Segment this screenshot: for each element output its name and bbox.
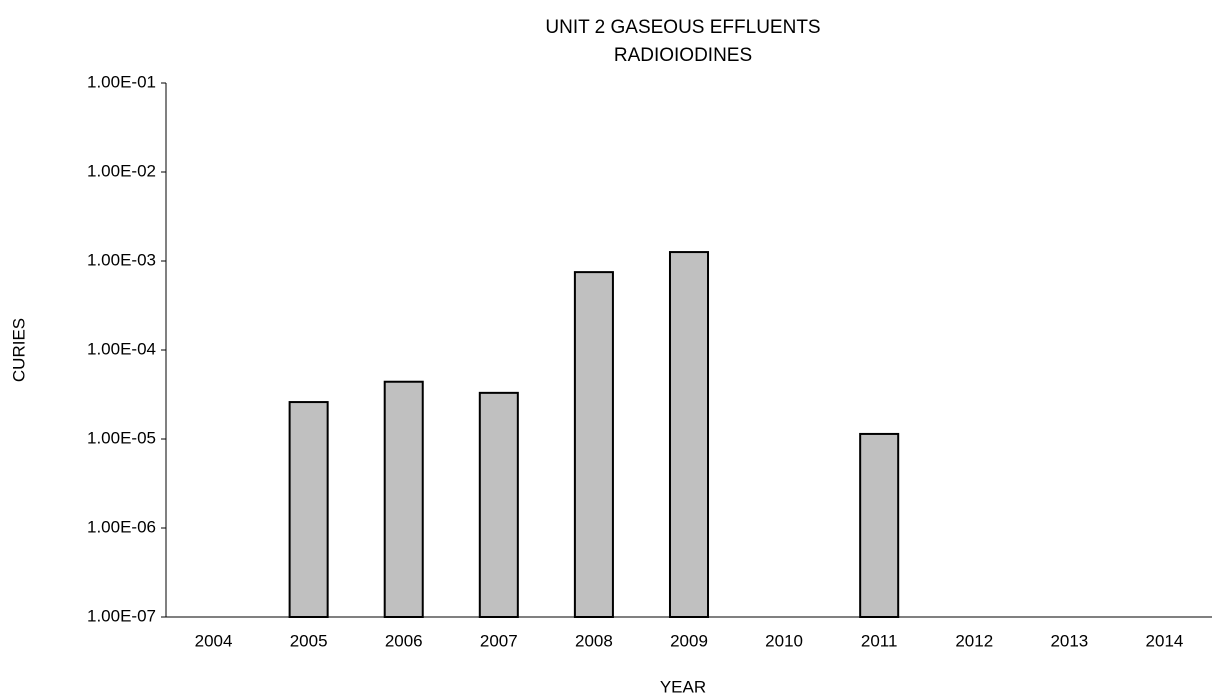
x-tick-label: 2014 <box>1146 631 1184 650</box>
y-tick-label: 1.00E-07 <box>87 606 156 625</box>
y-tick-label: 1.00E-04 <box>87 339 156 358</box>
bar <box>573 271 614 618</box>
bar <box>383 380 424 618</box>
x-tick-label: 2004 <box>195 631 233 650</box>
x-tick-label: 2012 <box>955 631 993 650</box>
x-axis-label: YEAR <box>660 677 706 696</box>
x-tick-label: 2005 <box>290 631 328 650</box>
y-tick-label: 1.00E-01 <box>87 72 156 91</box>
bar <box>859 432 900 618</box>
y-tick-label: 1.00E-03 <box>87 250 156 269</box>
chart-title: UNIT 2 GASEOUS EFFLUENTS <box>545 17 820 38</box>
bar <box>668 251 710 618</box>
x-tick-label: 2011 <box>861 631 898 650</box>
x-tick-label: 2013 <box>1050 631 1088 650</box>
y-tick-label: 1.00E-02 <box>87 161 156 180</box>
x-tick-label: 2007 <box>480 631 518 650</box>
x-tick-label: 2009 <box>670 631 708 650</box>
bar <box>288 401 329 619</box>
x-tick-label: 2008 <box>575 631 613 650</box>
y-tick-label: 1.00E-06 <box>87 517 156 536</box>
x-tick-label: 2006 <box>385 631 423 650</box>
y-tick-label: 1.00E-05 <box>87 428 156 447</box>
x-tick-label: 2010 <box>765 631 803 650</box>
bar <box>478 391 519 618</box>
chart-subtitle: RADIOIODINES <box>614 45 752 66</box>
y-axis-label: CURIES <box>9 318 28 382</box>
